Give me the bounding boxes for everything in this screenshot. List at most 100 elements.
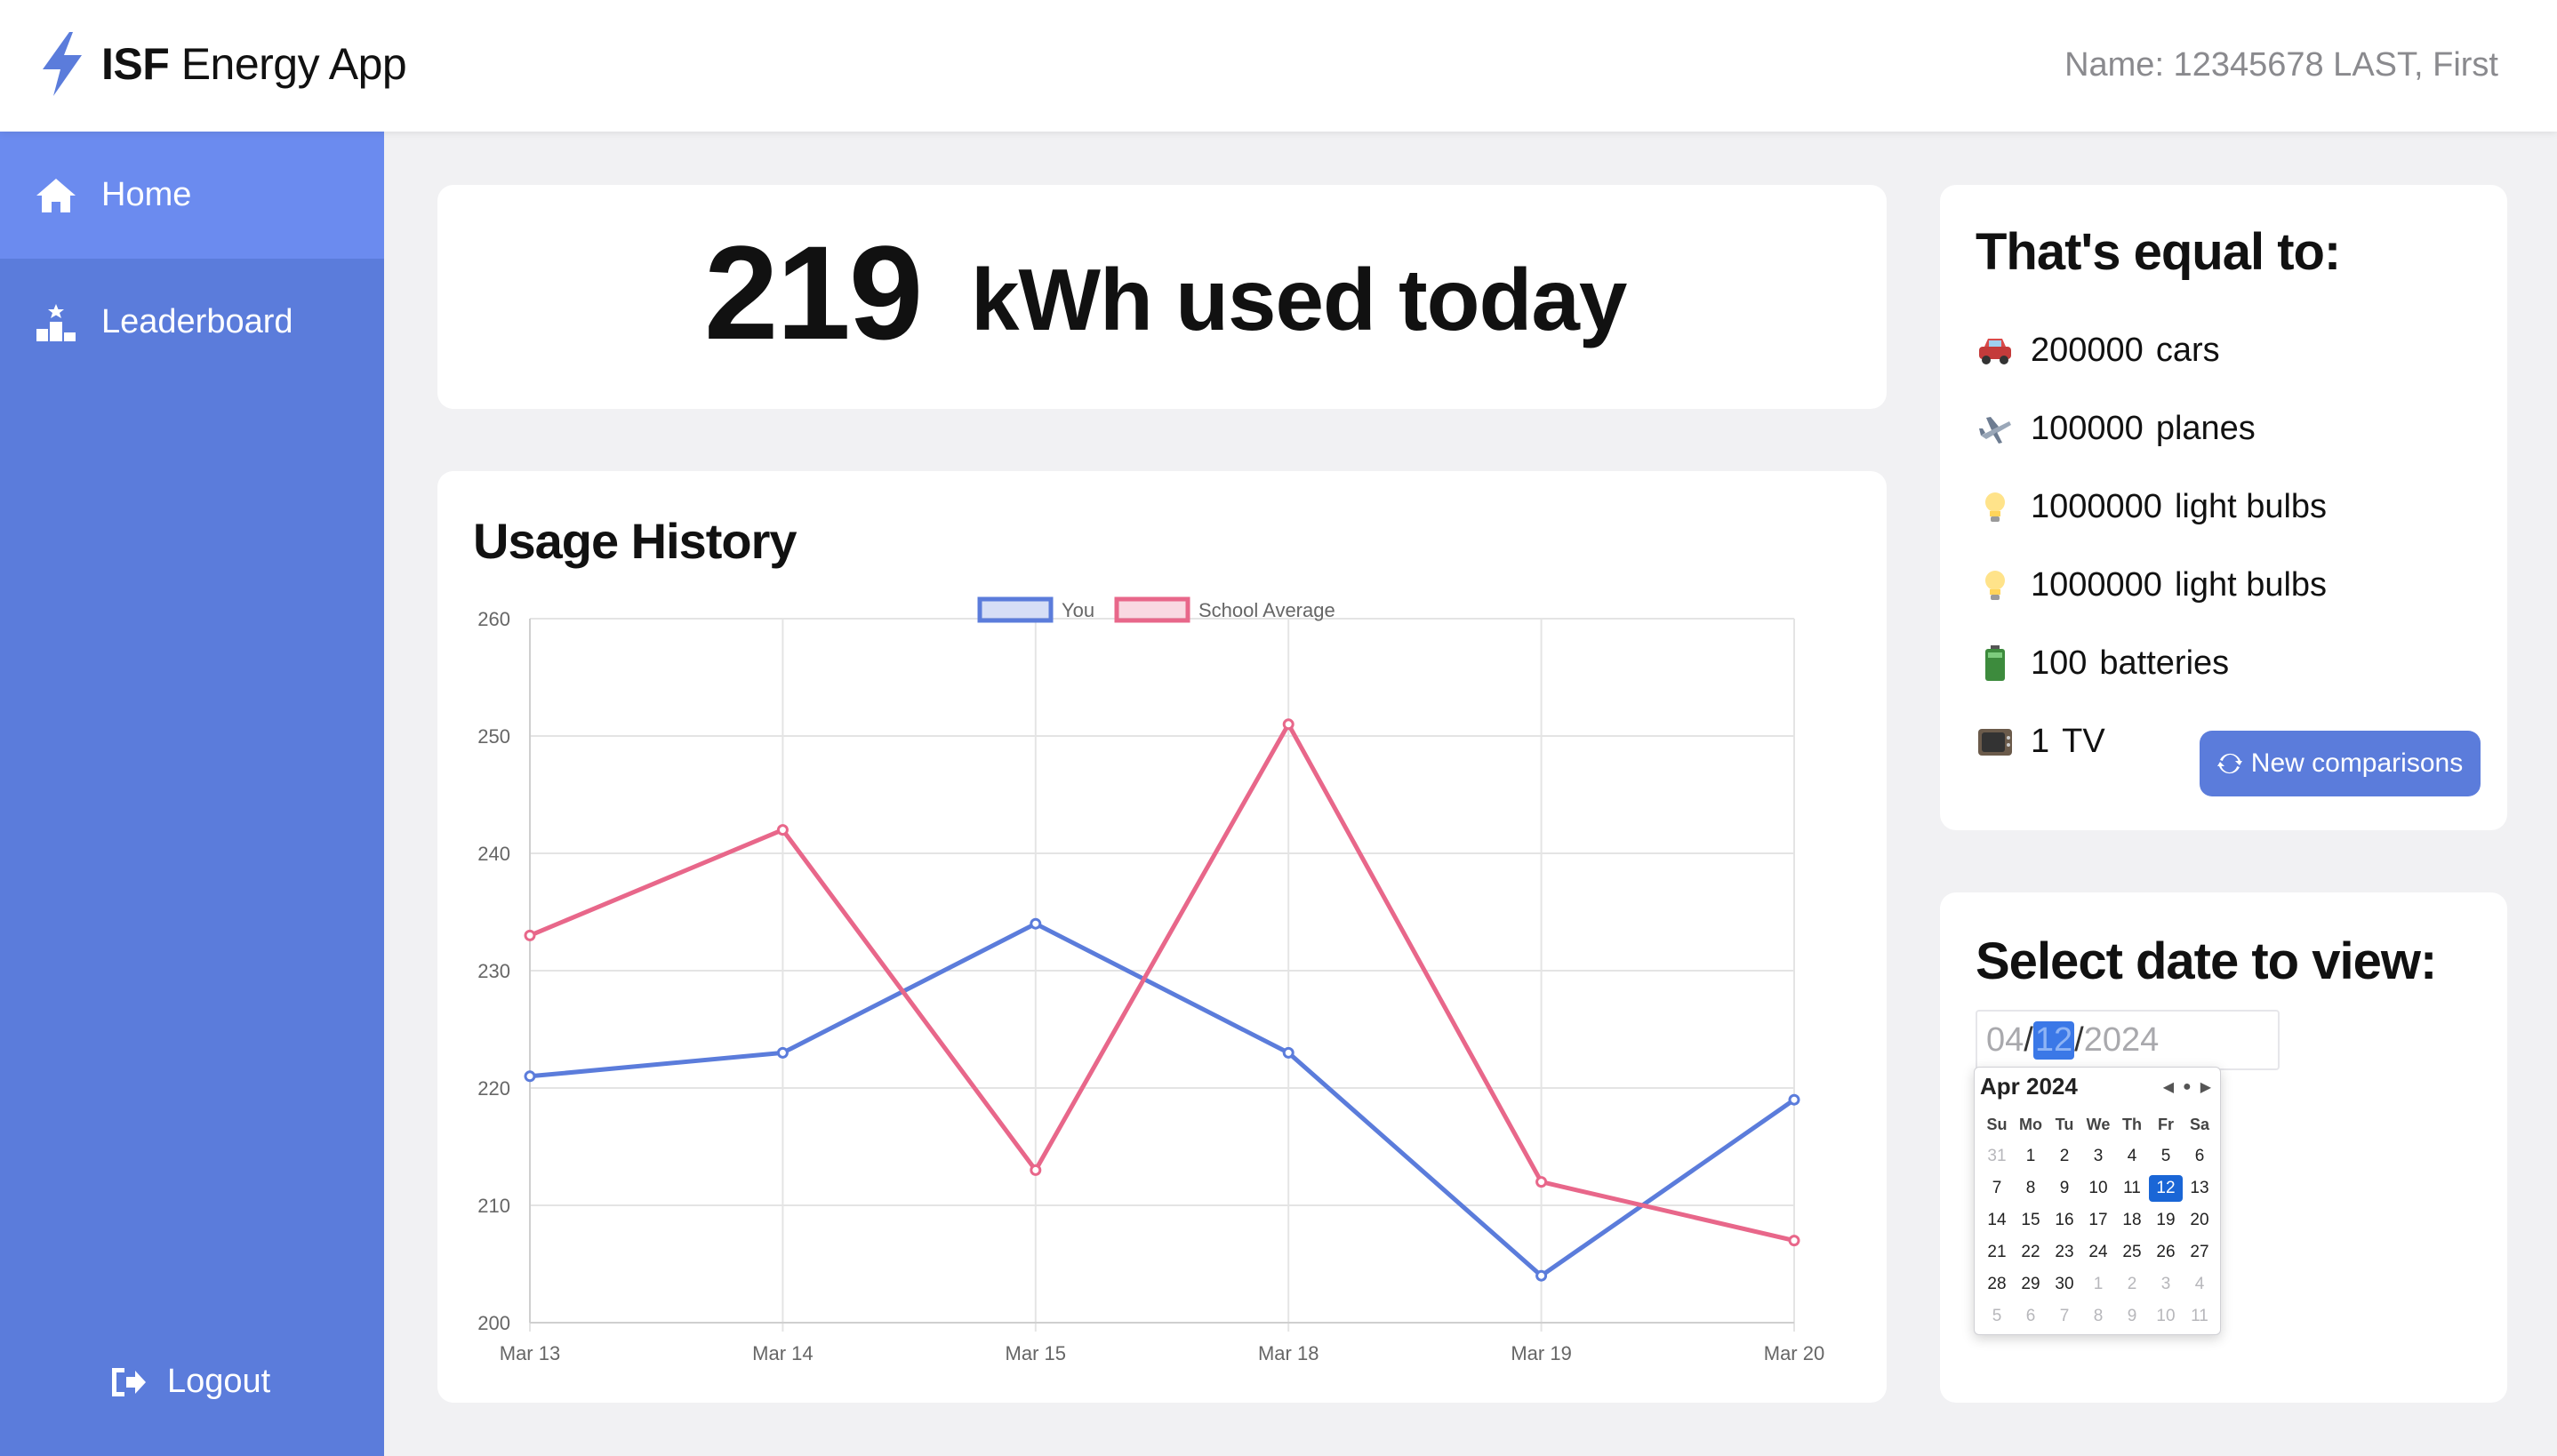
new-comparisons-label: New comparisons [2250,748,2464,778]
comparison-label: TV [2062,722,2105,760]
calendar-day[interactable]: 12 [2149,1175,2183,1202]
lightning-bolt-icon [43,32,82,96]
comparison-count: 100 [2031,644,2088,682]
calendar-day[interactable]: 1 [2025,1147,2036,1165]
calendar-weekday-row: Su Mo Tu We Th Fr Sa [1980,1108,2216,1140]
y-tick-label: 250 [477,725,510,748]
date-day-segment[interactable]: 12 [2032,1020,2075,1060]
calendar-day[interactable]: 4 [2127,1147,2137,1165]
comparison-count: 1 [2031,722,2050,760]
x-tick-label: Mar 19 [1511,1342,1571,1364]
calendar-day[interactable]: 8 [2093,1307,2104,1325]
sidebar-item-leaderboard[interactable]: Leaderboard [0,259,384,386]
calendar-day[interactable]: 5 [2160,1147,2171,1165]
calendar-day[interactable]: 10 [2088,1179,2108,1197]
calendar-weekday-label: Fr [2158,1116,2174,1133]
calendar-week-row: 14 15 16 17 18 19 20 [1980,1204,2216,1236]
calendar-week-row: 28 29 30 1 2 3 4 [1980,1268,2216,1300]
calendar-day[interactable]: 9 [2127,1307,2137,1325]
calendar-day[interactable]: 4 [2194,1275,2205,1293]
usage-history-card: Usage History 260 250 240 230 220 210 200 Mar 1… [437,471,1887,1403]
logout-button[interactable]: Logout [108,1363,270,1401]
comparison-label: batteries [2099,644,2230,682]
calendar-weekday-label: We [2086,1116,2111,1133]
calendar-day[interactable]: 16 [2055,1211,2074,1229]
calendar-day[interactable]: 28 [1987,1275,2007,1293]
calendar-day[interactable]: 6 [2194,1147,2205,1165]
calendar-day[interactable]: 23 [2055,1243,2074,1261]
calendar-controls: ◀ ● ▶ [2163,1078,2211,1096]
date-month-segment[interactable]: 04 [1986,1020,2024,1059]
calendar-day[interactable]: 27 [2190,1243,2209,1261]
calendar-week-row: 5 6 7 8 9 10 11 [1980,1300,2216,1332]
calendar-day[interactable]: 25 [2122,1243,2142,1261]
new-comparisons-button[interactable]: New comparisons [2200,731,2481,796]
calendar-day[interactable]: 13 [2190,1179,2209,1197]
comparison-count: 200000 [2031,331,2144,369]
legend-label: You [1062,599,1094,621]
calendar-day[interactable]: 5 [1992,1307,2002,1325]
calendar-day[interactable]: 22 [2021,1243,2040,1261]
calendar-day[interactable]: 8 [2025,1179,2036,1197]
y-tick-label: 200 [477,1312,510,1334]
user-name-label: Name: 12345678 LAST, First [2064,46,2498,84]
calendar-grid: Su Mo Tu We Th Fr Sa 31 1 2 3 4 5 6 7 8 9 10 11 12 13 14 15 16 1… [1980,1108,2216,1332]
comparison-item: 100000 planes [1976,409,2256,448]
calendar-day[interactable]: 20 [2190,1211,2209,1229]
calendar-day[interactable]: 30 [2055,1275,2074,1293]
today-dot-icon[interactable]: ● [2183,1079,2192,1094]
calendar-day[interactable]: 3 [2093,1147,2104,1165]
logout-icon [112,1367,146,1396]
sidebar-item-label: Home [101,176,192,213]
data-point [1535,1176,1548,1188]
calendar-day[interactable]: 11 [2191,1307,2208,1325]
app-brand[interactable]: ISF Energy App [36,30,407,98]
comparison-item: 1000000 light bulbs [1976,565,2327,604]
calendar-day[interactable]: 29 [2021,1275,2040,1293]
calendar-day[interactable]: 10 [2156,1307,2176,1325]
date-separator: / [2024,1020,2033,1059]
series-line [529,722,1795,1244]
calendar-day[interactable]: 2 [2059,1147,2070,1165]
plane-icon [1976,409,2015,448]
calendar-day[interactable]: 15 [2021,1211,2040,1229]
prev-month-icon[interactable]: ◀ [2162,1080,2175,1095]
calendar-day[interactable]: 7 [2059,1307,2070,1325]
calendar-day[interactable]: 2 [2127,1275,2137,1293]
legend-label: School Average [1198,599,1335,621]
y-tick-label: 210 [477,1195,510,1217]
date-input[interactable]: 04/12/2024 [1976,1010,2280,1070]
data-point [1535,1269,1548,1282]
calendar-day[interactable]: 31 [1987,1147,2007,1165]
calendar-weekday-label: Mo [2019,1116,2042,1133]
comparison-label: cars [2155,331,2220,369]
calendar-day[interactable]: 17 [2088,1211,2108,1229]
calendar-day[interactable]: 9 [2059,1179,2070,1197]
date-year-segment[interactable]: 2024 [2083,1020,2160,1059]
car-icon [1976,331,2015,370]
calendar-day[interactable]: 18 [2122,1211,2142,1229]
comparison-label: light bulbs [2174,565,2328,604]
calendar-day[interactable]: 11 [2123,1179,2141,1197]
calendar-day[interactable]: 26 [2156,1243,2176,1261]
home-icon [36,178,76,212]
calendar-day[interactable]: 21 [1987,1243,2007,1261]
calendar-day[interactable]: 6 [2025,1307,2036,1325]
comparisons-card: That's equal to: 200000 cars 100000 plan… [1940,185,2507,830]
calendar-month-label[interactable]: Apr 2024 [1980,1073,2078,1100]
light-bulb-icon [1976,565,2015,604]
calendar-day[interactable]: 24 [2088,1243,2108,1261]
comparison-label: planes [2155,409,2256,447]
data-point [1030,917,1042,930]
date-separator: / [2074,1020,2084,1059]
series-line [529,921,1796,1278]
calendar-day[interactable]: 14 [1987,1211,2007,1229]
calendar-day[interactable]: 7 [1992,1179,2002,1197]
next-month-icon[interactable]: ▶ [2200,1080,2211,1095]
calendar-day[interactable]: 3 [2160,1275,2171,1293]
calendar-day[interactable]: 19 [2156,1211,2176,1229]
calendar-weekday-label: Th [2122,1116,2142,1133]
calendar-day[interactable]: 1 [2093,1275,2104,1293]
sidebar-item-home[interactable]: Home [0,132,384,259]
calendar-weekday-label: Sa [2189,1116,2210,1133]
